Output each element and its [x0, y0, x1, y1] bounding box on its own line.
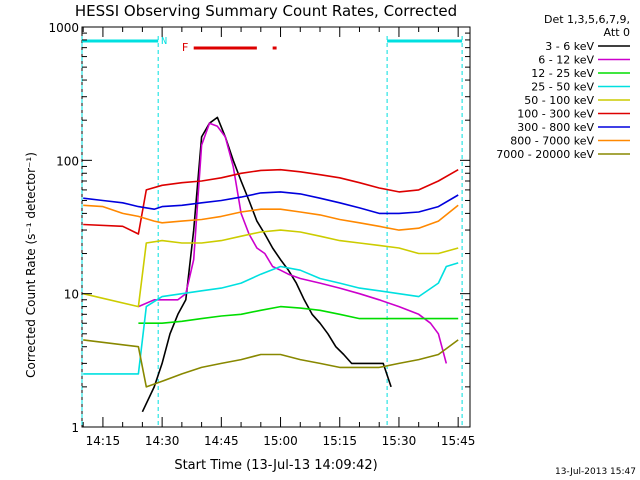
x-axis-label: Start Time (13-Jul-13 14:09:42) [174, 458, 377, 473]
series-line [83, 262, 459, 375]
legend-entry-label: 7000 - 20000 keV [496, 148, 594, 161]
chart-title: HESSI Observing Summary Count Rates, Cor… [75, 2, 457, 20]
legend-entry-label: 100 - 300 keV [517, 108, 594, 121]
legend-entry-label: 12 - 25 keV [531, 67, 594, 80]
series-line [138, 122, 448, 364]
legend-entry-label: 300 - 800 keV [517, 121, 594, 134]
legend-entry-label: 800 - 7000 keV [510, 135, 594, 148]
y-tick-label: 100 [56, 154, 79, 168]
y-axis: 1 10 100 1000 [48, 21, 470, 435]
x-tick-label: 14:30 [145, 434, 180, 448]
y-tick-label: 1000 [48, 21, 79, 35]
y-tick-label: 10 [64, 288, 79, 302]
x-tick-label: 15:45 [441, 434, 476, 448]
series-line [83, 229, 459, 308]
legend-header-line1: Det 1,3,5,6,7,9, [544, 13, 630, 26]
y-tick-label: 1 [71, 421, 79, 435]
x-tick-label: 14:15 [86, 434, 121, 448]
x-tick-label: 15:15 [322, 434, 357, 448]
legend-entry-label: 25 - 50 keV [531, 81, 594, 94]
legend-entry-label: 3 - 6 keV [545, 40, 594, 53]
legend-header-line2: Att 0 [604, 26, 630, 39]
x-tick-label: 14:45 [204, 434, 239, 448]
series-lines [83, 116, 459, 413]
x-tick-label: 15:30 [382, 434, 417, 448]
night-label: N [161, 36, 167, 47]
x-axis: 14:15 14:30 14:45 15:00 15:15 15:30 15:45 [82, 27, 476, 448]
series-line [138, 305, 459, 325]
series-line [83, 191, 459, 215]
series-line [83, 168, 459, 235]
series-line [83, 204, 459, 231]
night-intervals: N [81, 36, 463, 427]
flare-intervals: F [182, 41, 277, 54]
y-axis-label: Corrected Count Rate (s⁻¹ detector⁻¹) [24, 152, 38, 378]
flare-label: F [182, 41, 189, 54]
x-tick-label: 15:00 [263, 434, 298, 448]
series-line [83, 339, 459, 388]
footer-date: 13-Jul-2013 15:47 [555, 467, 636, 477]
legend-entry-label: 6 - 12 keV [538, 54, 594, 67]
legend-entry-label: 50 - 100 keV [524, 94, 594, 107]
